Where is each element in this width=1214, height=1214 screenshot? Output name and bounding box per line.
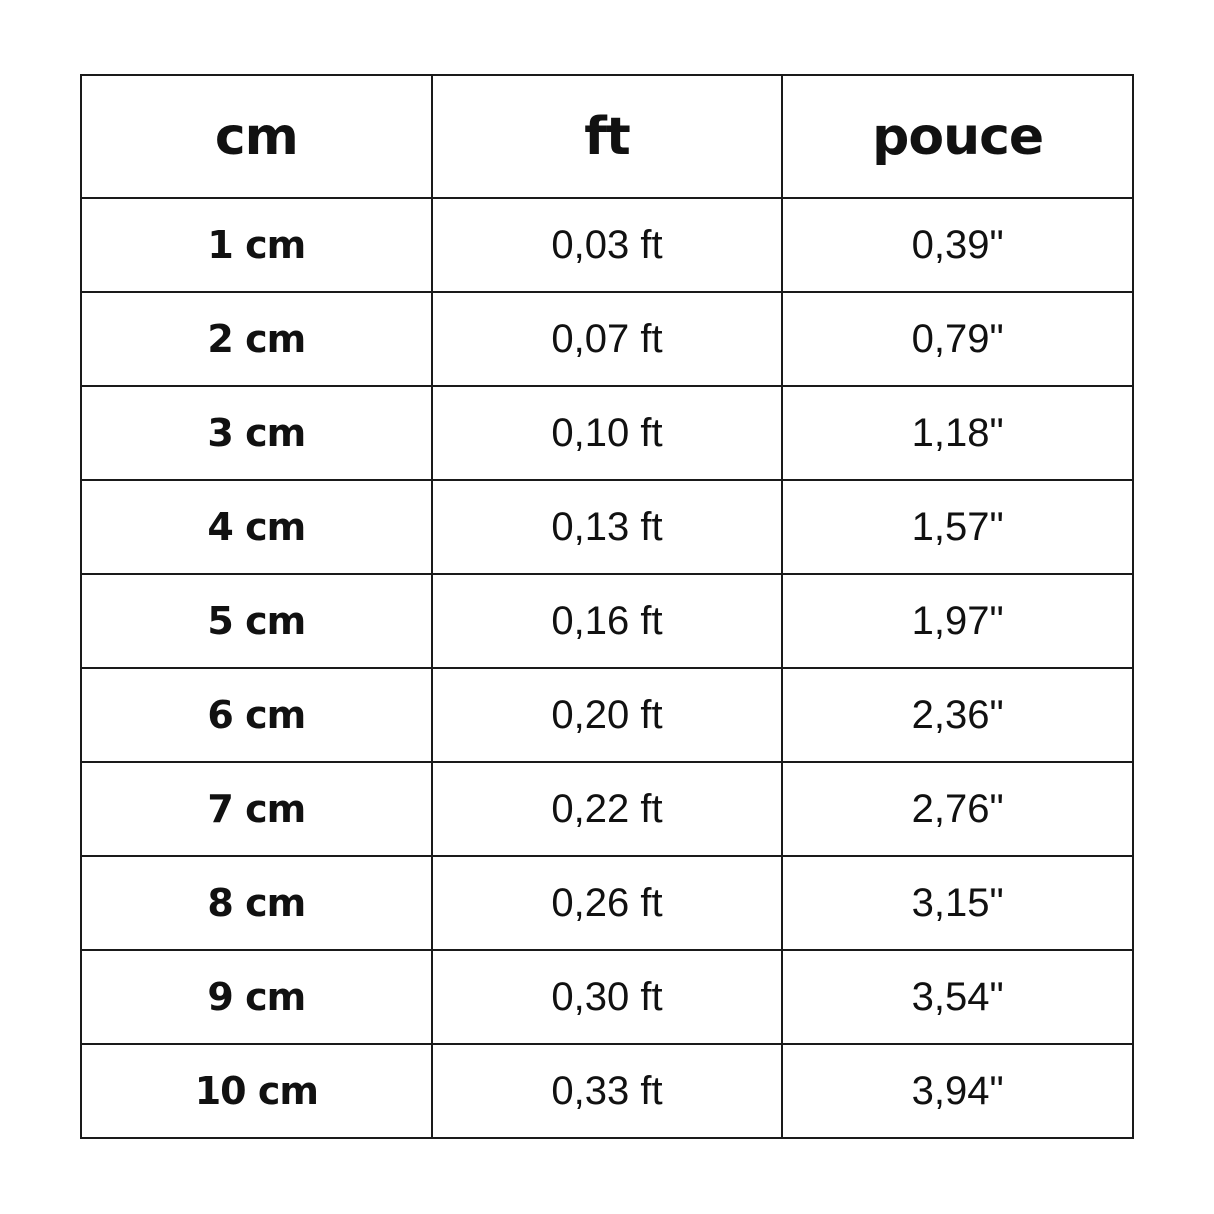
cell-cm: 6 cm [80, 667, 433, 763]
table-row: 10 cm 0,33 ft 3,94" [80, 1043, 1134, 1139]
cell-pouce: 2,36" [781, 667, 1134, 763]
table-row: 9 cm 0,30 ft 3,54" [80, 949, 1134, 1045]
cell-pouce: 1,97" [781, 573, 1134, 669]
cell-ft: 0,22 ft [430, 761, 784, 857]
cell-cm: 2 cm [80, 291, 433, 387]
header-row: cm ft pouce [80, 74, 1134, 199]
cell-pouce: 2,76" [781, 761, 1134, 857]
cell-cm: 5 cm [80, 573, 433, 669]
cell-ft: 0,16 ft [430, 573, 784, 669]
header-pouce: pouce [781, 74, 1134, 199]
cell-pouce: 3,54" [781, 949, 1134, 1045]
table-row: 3 cm 0,10 ft 1,18" [80, 385, 1134, 481]
cell-ft: 0,07 ft [430, 291, 784, 387]
conversion-table: cm ft pouce 1 cm 0,03 ft 0,39" 2 cm 0,07 ft 0… [80, 74, 1134, 1139]
header-ft: ft [430, 74, 784, 199]
cell-pouce: 1,18" [781, 385, 1134, 481]
table-row: 4 cm 0,13 ft 1,57" [80, 479, 1134, 575]
table-row: 8 cm 0,26 ft 3,15" [80, 855, 1134, 951]
cell-cm: 1 cm [80, 197, 433, 293]
cell-ft: 0,03 ft [430, 197, 784, 293]
cell-ft: 0,10 ft [430, 385, 784, 481]
cell-pouce: 1,57" [781, 479, 1134, 575]
table-row: 7 cm 0,22 ft 2,76" [80, 761, 1134, 857]
table-row: 5 cm 0,16 ft 1,97" [80, 573, 1134, 669]
cell-cm: 3 cm [80, 385, 433, 481]
cell-pouce: 0,79" [781, 291, 1134, 387]
table-row: 2 cm 0,07 ft 0,79" [80, 291, 1134, 387]
cell-ft: 0,26 ft [430, 855, 784, 951]
cell-cm: 9 cm [80, 949, 433, 1045]
cell-cm: 10 cm [80, 1043, 433, 1139]
cell-ft: 0,13 ft [430, 479, 784, 575]
cell-cm: 8 cm [80, 855, 433, 951]
table-row: 1 cm 0,03 ft 0,39" [80, 197, 1134, 293]
table-row: 6 cm 0,20 ft 2,36" [80, 667, 1134, 763]
cell-ft: 0,33 ft [430, 1043, 784, 1139]
header-cm: cm [80, 74, 433, 199]
cell-pouce: 3,15" [781, 855, 1134, 951]
cell-ft: 0,30 ft [430, 949, 784, 1045]
cell-pouce: 3,94" [781, 1043, 1134, 1139]
cell-cm: 4 cm [80, 479, 433, 575]
cell-ft: 0,20 ft [430, 667, 784, 763]
cell-pouce: 0,39" [781, 197, 1134, 293]
cell-cm: 7 cm [80, 761, 433, 857]
